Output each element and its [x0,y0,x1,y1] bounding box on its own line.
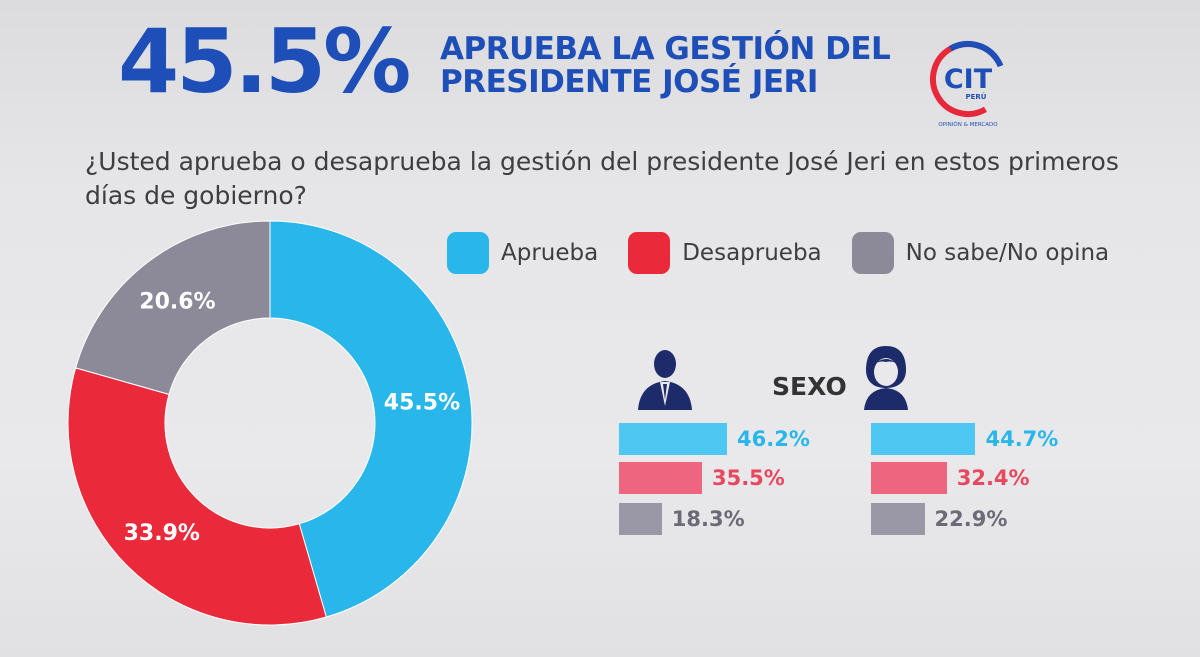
legend-label-nosabe: No sabe/No opina [905,240,1110,266]
legend-item-desaprueba: Desaprueba [628,232,822,274]
chart-legend: Aprueba Desaprueba No sabe/No opina [447,232,1139,274]
logo-name: CIT [944,64,993,95]
bar-label-mujer-nosabe: 22.9% [934,507,1008,531]
legend-item-nosabe: No sabe/No opina [851,232,1110,274]
legend-item-aprueba: Aprueba [447,232,598,274]
legend-label-aprueba: Aprueba [501,240,599,266]
female-person-icon [864,346,908,410]
bar-label-hombre-nosabe: 18.3% [671,507,745,531]
bar-mujer-desaprueba [871,462,947,494]
donut-label-nosabe: 20.6% [139,290,215,315]
bar-hombre-aprueba [619,423,727,455]
bar-mujer-nosabe [871,503,925,535]
donut-slice-aprueba [269,220,473,618]
bar-hombre-nosabe [619,503,662,535]
legend-swatch-desaprueba [628,232,671,274]
bar-label-hombre-desaprueba: 35.5% [711,466,785,490]
bar-hombre-desaprueba [619,462,702,494]
bar-mujer-aprueba [871,423,976,455]
legend-swatch-aprueba [447,232,489,274]
donut-chart: 45.5% 33.9% 20.6% [67,220,473,626]
survey-question: ¿Usted aprueba o desaprueba la gestión d… [85,147,1119,210]
donut-label-aprueba: 45.5% [384,390,460,415]
headline-percentage: 45.5% [118,10,411,113]
cit-logo: CIT PERÚ OPINIÓN & MERCADO [930,41,1006,128]
donut-label-desaprueba: 33.9% [124,521,200,546]
bar-label-mujer-desaprueba: 32.4% [956,466,1030,490]
logo-country: PERÚ [966,92,987,101]
logo-tagline: OPINIÓN & MERCADO [938,121,998,128]
sexo-label: SEXO [772,372,847,401]
legend-label-desaprueba: Desaprueba [682,240,822,266]
headline-title: APRUEBA LA GESTIÓN DEL PRESIDENTE JOSÉ J… [440,31,891,100]
legend-swatch-nosabe [851,232,894,274]
donut-slice-nosabe [75,220,271,395]
bar-label-mujer-aprueba: 44.7% [985,427,1059,451]
male-person-icon [638,350,692,410]
bar-label-hombre-aprueba: 46.2% [737,427,810,451]
donut-slice-desaprueba [67,367,327,626]
